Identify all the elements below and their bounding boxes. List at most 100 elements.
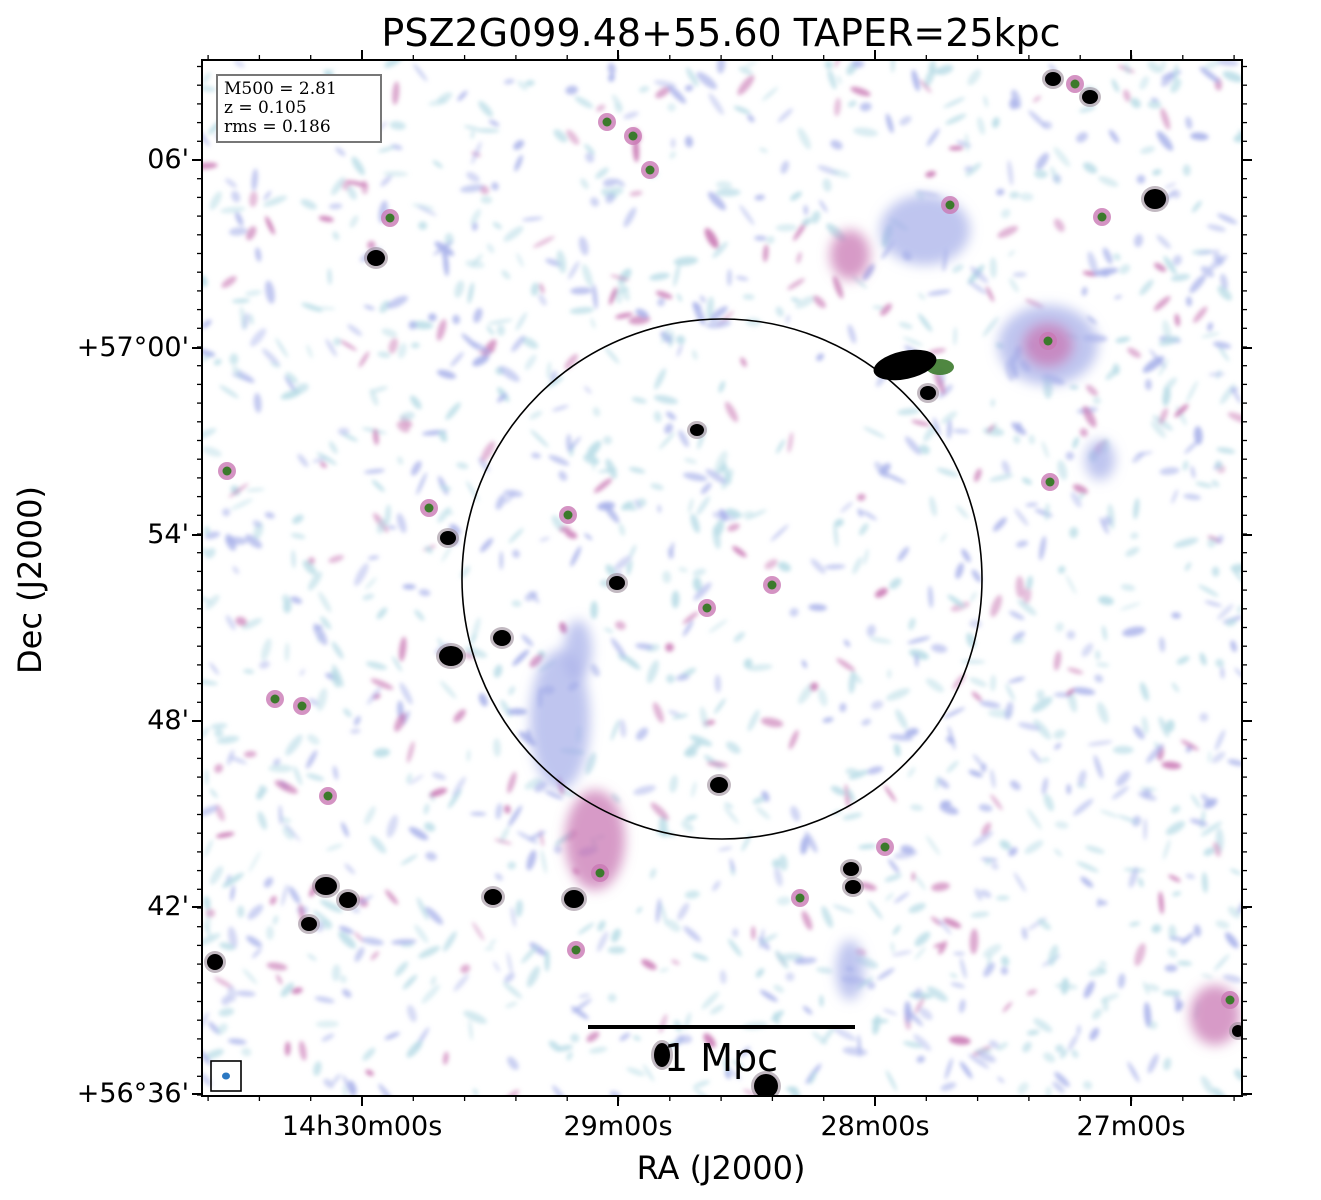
noise-blob	[497, 393, 507, 403]
noise-blob	[1142, 981, 1150, 995]
noise-blob	[246, 935, 263, 948]
noise-blob	[1096, 965, 1107, 974]
noise-blob	[943, 917, 962, 929]
noise-blob	[331, 964, 341, 982]
noise-blob	[833, 522, 838, 548]
noise-blob	[1212, 842, 1221, 857]
noise-blob	[1147, 61, 1161, 73]
noise-blob	[470, 812, 487, 816]
noise-blob	[456, 462, 469, 469]
noise-blob	[439, 680, 457, 699]
noise-blob	[725, 508, 742, 519]
noise-blob	[307, 953, 317, 961]
noise-blob	[202, 805, 219, 817]
noise-blob	[215, 832, 235, 838]
noise-blob	[275, 337, 289, 358]
noise-blob	[315, 1020, 339, 1028]
noise-blob	[1190, 465, 1196, 479]
noise-blob	[364, 806, 376, 825]
noise-blob	[226, 749, 235, 766]
noise-blob	[316, 687, 328, 712]
noise-blob	[338, 926, 354, 934]
noise-blob	[210, 723, 228, 730]
noise-blob	[1014, 508, 1029, 526]
noise-blob	[246, 226, 257, 241]
noise-blob	[619, 719, 627, 738]
noise-blob	[1217, 285, 1232, 301]
noise-blob	[1204, 600, 1222, 607]
noise-blob	[264, 512, 275, 519]
noise-blob	[969, 928, 979, 955]
noise-blob	[529, 942, 547, 956]
noise-blob	[1170, 78, 1182, 93]
noise-blob	[362, 593, 375, 601]
noise-blob	[1129, 921, 1141, 927]
noise-blob	[683, 926, 702, 942]
noise-blob	[314, 996, 335, 1003]
noise-blob	[683, 472, 708, 482]
noise-blob	[1222, 70, 1242, 83]
noise-blob	[332, 1073, 341, 1085]
noise-blob	[1022, 1041, 1032, 1053]
noise-blob	[239, 306, 247, 331]
noise-blob	[728, 938, 742, 957]
noise-blob	[417, 205, 437, 216]
noise-blob	[1184, 440, 1199, 454]
noise-blob	[874, 587, 888, 598]
noise-blob	[299, 668, 305, 676]
noise-blob	[1083, 162, 1098, 174]
noise-blob	[1093, 267, 1119, 277]
noise-blob	[1058, 565, 1066, 574]
noise-blob	[507, 1056, 519, 1071]
noise-blob	[1201, 973, 1214, 979]
noise-blob	[817, 688, 828, 707]
noise-blob	[990, 594, 1003, 618]
bright-source	[1232, 1025, 1242, 1037]
noise-blob	[202, 72, 211, 84]
noise-blob	[328, 203, 343, 210]
noise-blob	[1123, 89, 1131, 102]
noise-blob	[936, 777, 950, 789]
noise-blob	[789, 607, 799, 617]
noise-blob	[528, 830, 546, 841]
noise-blob	[1083, 1080, 1093, 1090]
noise-blob	[664, 423, 673, 434]
noise-blob	[450, 351, 464, 367]
noise-blob	[848, 672, 856, 694]
noise-blob	[442, 1051, 449, 1065]
noise-blob	[1159, 636, 1166, 653]
noise-blob	[478, 100, 493, 117]
noise-blob	[411, 203, 435, 210]
source-core	[1045, 477, 1055, 487]
noise-blob	[608, 73, 615, 82]
noise-blob	[1044, 503, 1050, 521]
noise-blob	[904, 436, 922, 455]
noise-blob	[387, 525, 397, 530]
noise-blob	[706, 296, 714, 320]
noise-blob	[850, 86, 871, 97]
noise-blob	[1151, 924, 1162, 934]
noise-blob	[278, 804, 283, 825]
noise-blob	[678, 567, 688, 573]
diffuse-region	[1085, 440, 1115, 480]
noise-blob	[625, 563, 630, 573]
noise-blob	[667, 103, 676, 112]
noise-blob	[832, 904, 854, 914]
noise-blob	[1145, 983, 1160, 992]
noise-blob	[1015, 422, 1022, 433]
noise-blob	[394, 961, 409, 977]
noise-blob	[802, 1005, 813, 1015]
noise-blob	[471, 341, 492, 355]
noise-blob	[1079, 105, 1096, 113]
noise-blob	[1185, 873, 1195, 880]
noise-blob	[1156, 234, 1171, 249]
noise-blob	[1186, 380, 1198, 403]
noise-blob	[511, 600, 522, 607]
noise-blob	[821, 1026, 835, 1045]
noise-blob	[714, 698, 726, 714]
noise-blob	[1213, 252, 1224, 265]
noise-blob	[493, 961, 500, 973]
noise-blob	[960, 957, 967, 979]
noise-blob	[589, 1046, 608, 1054]
noise-blob	[1185, 116, 1193, 130]
